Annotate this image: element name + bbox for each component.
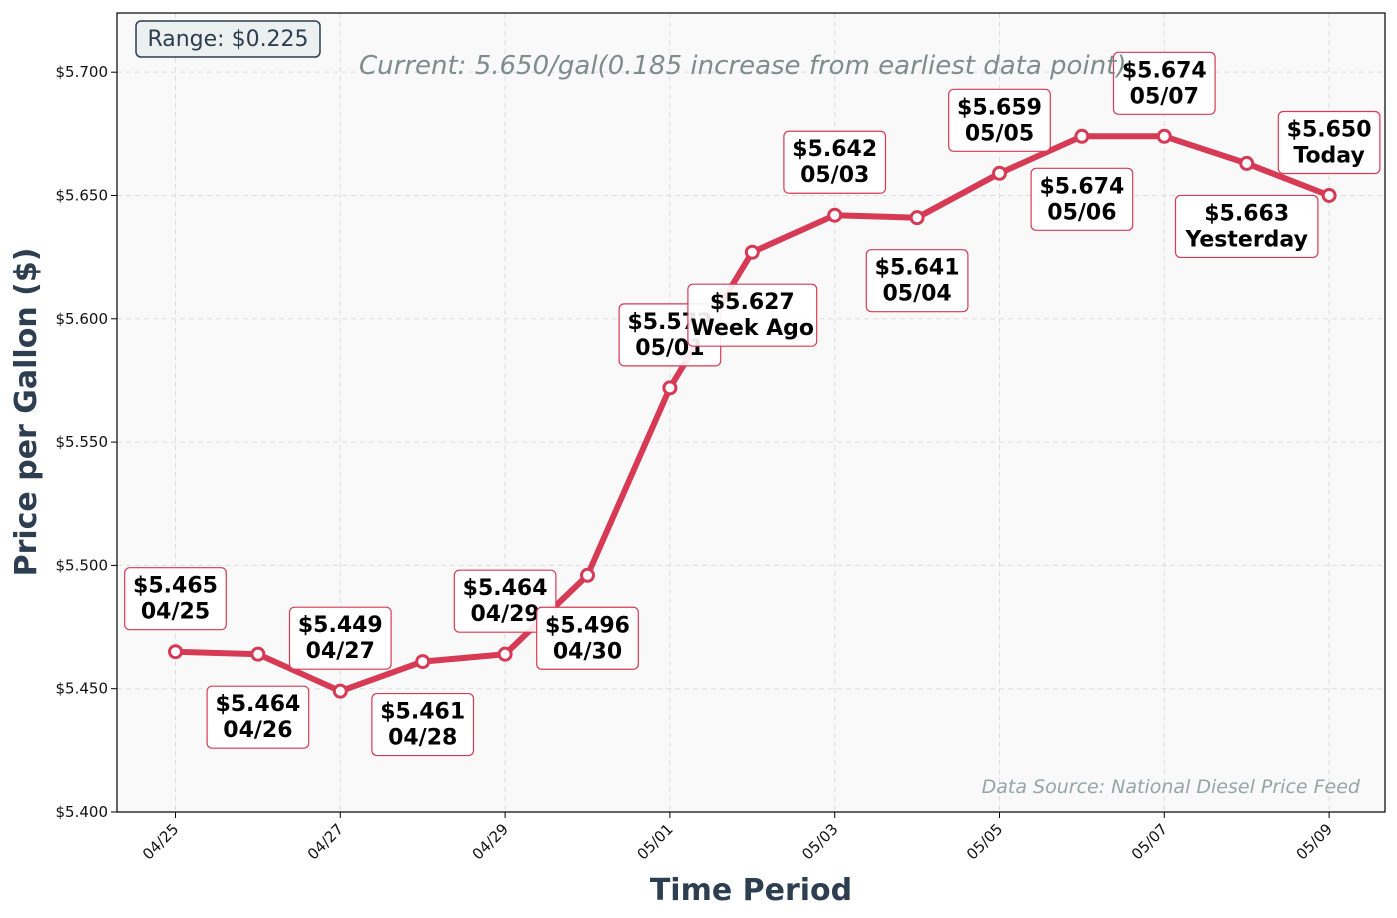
annotation-price: $5.650 [1287, 117, 1372, 142]
point-annotations: $5.46504/25$5.46404/26$5.44904/27$5.4610… [124, 51, 1381, 757]
y-axis-title: Price per Gallon ($) [9, 248, 44, 577]
annotation-date: Yesterday [1184, 227, 1307, 252]
data-point [1074, 128, 1090, 144]
annotation-date: 05/06 [1047, 200, 1116, 225]
x-tick-label: 04/27 [304, 820, 347, 863]
annotation-box [536, 606, 639, 670]
range-label: Range: $0.225 [147, 27, 308, 52]
annotation-date: 05/03 [800, 163, 869, 188]
annotation-box [865, 249, 969, 313]
annotation-box [1277, 110, 1381, 175]
annotation-date: Today [1293, 143, 1364, 168]
data-point [909, 210, 925, 226]
y-tick-label: $5.500 [56, 556, 109, 574]
y-tick-label: $5.550 [56, 433, 109, 451]
annotation-date: 04/29 [470, 602, 539, 627]
data-point [250, 646, 266, 662]
y-tick-label: $5.600 [56, 310, 109, 328]
annotation-box [206, 685, 310, 749]
x-tick-label: 05/09 [1293, 820, 1336, 863]
annotation-date: 04/27 [306, 639, 375, 664]
x-tick-label: 04/25 [139, 820, 182, 863]
data-point [827, 207, 843, 223]
annotation-price: $5.674 [1122, 58, 1207, 83]
data-point [497, 646, 513, 662]
annotation-price: $5.461 [380, 700, 465, 725]
x-tick-label: 04/29 [469, 820, 512, 863]
annotation-box [124, 567, 227, 631]
annotation-date: 04/25 [141, 600, 210, 625]
data-point [415, 654, 431, 670]
x-tick-label: 05/05 [963, 820, 1006, 863]
y-tick-label: $5.400 [56, 803, 109, 821]
data-point [1156, 128, 1172, 144]
annotation-price: $5.641 [875, 256, 960, 281]
annotation-box [1030, 167, 1134, 231]
annotation-price: $5.496 [545, 613, 630, 638]
current-price-note: Current: 5.650/gal(0.185 increase from e… [359, 51, 1127, 81]
annotation-box [1174, 194, 1319, 259]
annotation-box [453, 569, 557, 633]
annotation-box [948, 88, 1051, 152]
data-source-note: Data Source: National Diesel Price Feed [982, 776, 1361, 798]
plot-area [117, 13, 1385, 812]
annotation-date: 04/26 [223, 718, 292, 743]
x-axis-title: Time Period [650, 873, 852, 908]
y-tick-label: $5.650 [56, 186, 109, 204]
data-point [1321, 187, 1337, 203]
annotation-box [783, 130, 887, 194]
annotation-price: $5.674 [1039, 174, 1124, 199]
annotation-price: $5.465 [133, 574, 218, 599]
y-tick-label: $5.700 [56, 63, 109, 81]
annotation-box [1112, 51, 1216, 115]
annotation-date: 04/28 [388, 726, 457, 751]
annotation-price: $5.659 [957, 95, 1042, 120]
y-axis: $5.400 $5.450 $5.500 $5.550 $5.600 $5.650 $5.7… [56, 63, 117, 821]
annotation-box [371, 692, 475, 757]
data-points [168, 128, 1337, 699]
data-point [168, 644, 183, 660]
annotation-date: Week Ago [691, 316, 815, 341]
data-point [580, 567, 595, 583]
x-axis: 04/25 04/27 04/29 05/01 05/03 05/05 05/07 05/09 [139, 812, 1336, 863]
x-tick-label: 05/01 [633, 820, 676, 863]
x-tick-label: 05/03 [798, 820, 841, 863]
annotation-date: 05/04 [882, 282, 951, 307]
annotation-price: $5.627 [710, 290, 795, 315]
y-tick-label: $5.450 [56, 680, 109, 698]
annotation-box [288, 606, 392, 670]
annotation-price: $5.642 [792, 137, 877, 162]
data-point [662, 380, 678, 396]
annotation-price: $5.464 [463, 576, 548, 601]
data-point [332, 683, 348, 699]
annotation-date: 05/05 [965, 121, 1034, 146]
data-point [744, 244, 760, 260]
annotation-date: 05/07 [1130, 84, 1199, 109]
x-tick-label: 05/07 [1128, 820, 1171, 863]
annotation-price: $5.464 [215, 692, 300, 717]
annotation-price: $5.449 [298, 613, 383, 638]
plot-frame [116, 12, 1386, 813]
annotation-price: $5.663 [1204, 201, 1289, 226]
annotation-box [687, 283, 818, 347]
range-box: Range: $0.225 [135, 20, 321, 58]
annotation-date: 04/30 [553, 639, 622, 664]
data-point [992, 165, 1007, 181]
data-point [1239, 155, 1255, 171]
